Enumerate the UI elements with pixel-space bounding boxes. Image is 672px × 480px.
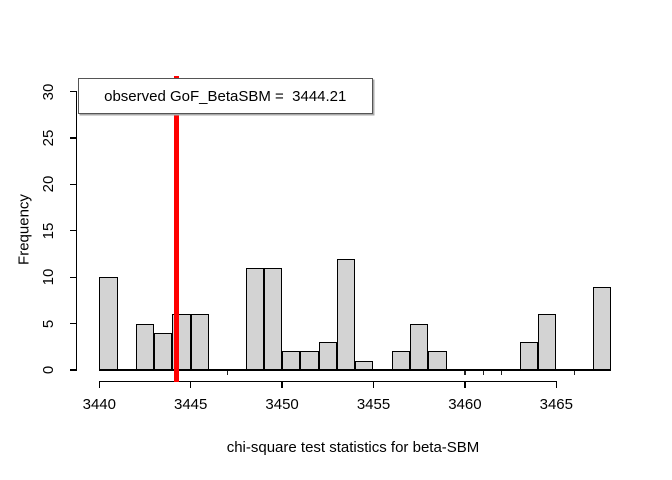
- x-tick-label: 3445: [174, 396, 208, 413]
- y-axis-title: Frequency: [15, 194, 33, 265]
- y-axis-tick: [70, 91, 77, 93]
- histogram-bar: [263, 267, 283, 370]
- y-axis-tick: [70, 369, 77, 371]
- legend-text: observed GoF_BetaSBM = 3444.21: [104, 87, 347, 105]
- y-axis-tick: [70, 276, 77, 278]
- x-axis-tick: [372, 380, 375, 388]
- y-tick-label: 0: [40, 365, 57, 375]
- histogram-bar: [592, 286, 612, 370]
- histogram-bar: [190, 314, 209, 370]
- histogram-bar: [410, 323, 429, 370]
- zero-bin-edge: [464, 369, 466, 375]
- x-tick-label: 3440: [82, 396, 116, 413]
- histogram-bar: [336, 258, 356, 370]
- x-axis-line: [99, 380, 557, 382]
- histogram-bar: [282, 351, 301, 370]
- y-tick-label: 10: [40, 268, 57, 286]
- y-axis-tick: [70, 322, 77, 325]
- histogram-bar: [355, 360, 374, 370]
- histogram-bar: [318, 342, 337, 370]
- legend-box: observed GoF_BetaSBM = 3444.21: [78, 78, 373, 114]
- histogram-baseline: [99, 369, 612, 371]
- histogram-bar: [300, 351, 319, 370]
- y-tick-label: 5: [40, 319, 57, 328]
- x-axis-tick: [190, 380, 192, 388]
- histogram-bar: [538, 314, 557, 370]
- histogram-bar: [154, 332, 173, 370]
- y-axis-tick: [70, 230, 77, 232]
- y-axis-tick: [70, 183, 77, 186]
- zero-bin-edge: [500, 369, 503, 375]
- observed-value-line: [173, 75, 179, 382]
- x-tick-label: 3465: [539, 396, 573, 413]
- y-tick-label: 15: [40, 222, 57, 240]
- x-axis-tick: [281, 380, 283, 388]
- x-axis-tick: [464, 380, 466, 388]
- zero-bin-edge: [573, 369, 576, 375]
- zero-bin-edge: [482, 369, 484, 375]
- y-tick-label: 20: [40, 176, 57, 193]
- x-tick-label: 3460: [448, 396, 482, 413]
- histogram-bar: [245, 267, 264, 370]
- x-tick-label: 3455: [356, 396, 391, 413]
- x-axis-tick: [98, 380, 100, 388]
- histogram-bar: [428, 351, 447, 370]
- zero-bin-edge: [226, 369, 228, 375]
- y-tick-label: 30: [40, 83, 57, 101]
- x-tick-label: 3450: [265, 396, 299, 413]
- histogram-bar: [519, 342, 538, 370]
- y-tick-label: 25: [40, 129, 57, 147]
- histogram-bar: [99, 277, 118, 370]
- histogram-bar: [391, 351, 411, 370]
- x-axis-title: chi-square test statistics for beta-SBM: [226, 439, 480, 456]
- histogram-bar: [135, 323, 155, 370]
- x-axis-tick: [555, 380, 557, 388]
- y-axis-tick: [70, 137, 77, 139]
